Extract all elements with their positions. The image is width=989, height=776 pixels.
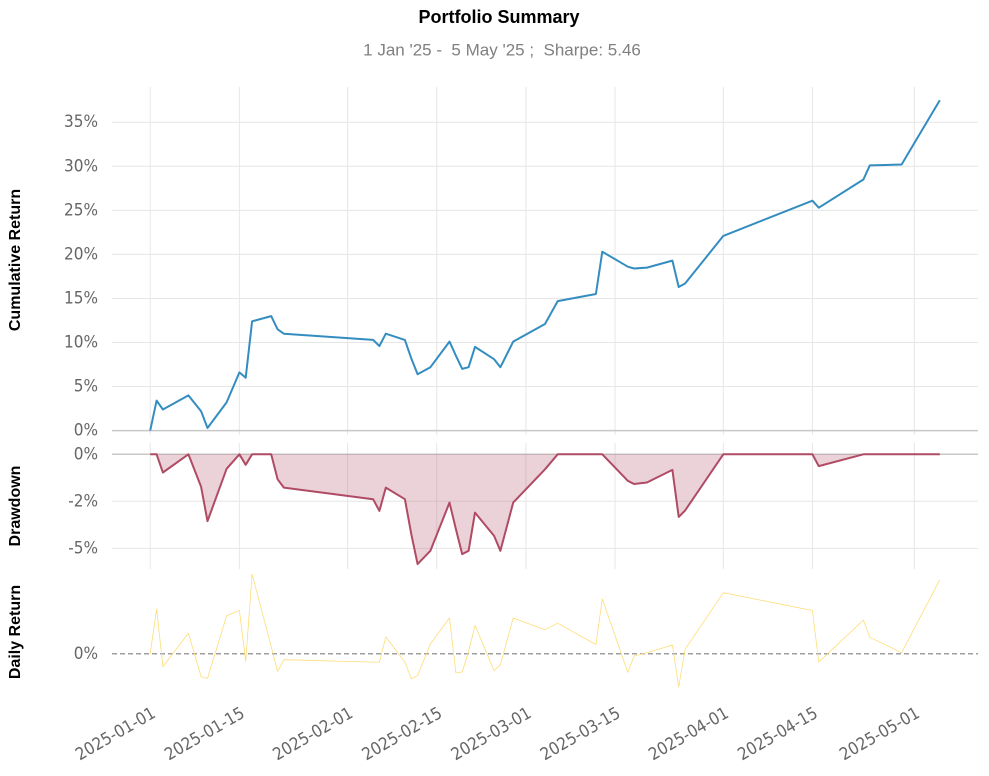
- x-tick-label: 2025-03-01: [448, 703, 535, 765]
- chart-subtitle: 1 Jan '25 - 5 May '25 ; Sharpe: 5.46: [363, 40, 641, 59]
- y-tick-label: 0%: [74, 421, 98, 441]
- x-tick-label: 2025-04-15: [734, 703, 821, 765]
- y-tick-label: 10%: [64, 332, 98, 352]
- x-tick-label: 2025-02-15: [359, 703, 446, 765]
- y-tick-label: 0%: [74, 444, 98, 464]
- line: [149, 573, 941, 688]
- x-tick-label: 2025-03-15: [537, 703, 624, 765]
- x-tick-label: 2025-01-01: [72, 703, 159, 765]
- y-axis-label: Drawdown: [7, 466, 24, 547]
- y-tick-label: -2%: [68, 491, 98, 511]
- y-tick-label: 15%: [64, 288, 98, 308]
- y-axis-label: Daily Return: [7, 585, 24, 679]
- line: [150, 453, 940, 566]
- x-tick-label: 2025-01-15: [161, 703, 248, 765]
- x-tick-label: 2025-04-01: [645, 703, 732, 765]
- chart-title: Portfolio Summary: [418, 7, 579, 27]
- y-tick-label: 20%: [64, 244, 98, 264]
- y-tick-label: 5%: [74, 377, 98, 397]
- y-tick-label: 25%: [64, 200, 98, 220]
- y-tick-label: 30%: [64, 156, 98, 176]
- line: [149, 99, 941, 431]
- y-tick-label: 0%: [74, 644, 98, 664]
- y-tick-label: 35%: [64, 112, 98, 132]
- x-tick-label: 2025-02-01: [270, 703, 357, 765]
- area-fill: [150, 454, 940, 565]
- y-tick-label: -5%: [68, 538, 98, 558]
- x-tick-label: 2025-05-01: [836, 703, 923, 765]
- y-axis-label: Cumulative Return: [7, 189, 24, 331]
